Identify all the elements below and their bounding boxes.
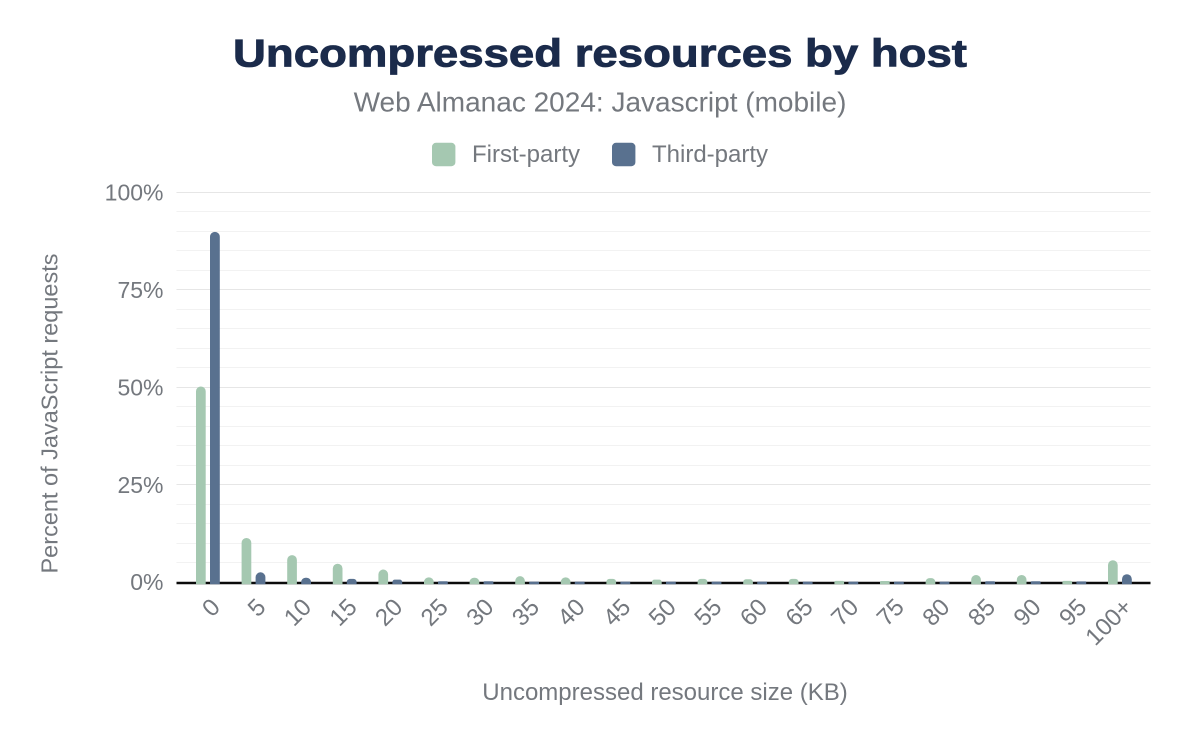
- svg-text:75%: 75%: [117, 277, 163, 303]
- svg-text:First-party: First-party: [472, 141, 580, 168]
- svg-text:100%: 100%: [105, 180, 164, 206]
- svg-text:Percent of JavaScript requests: Percent of JavaScript requests: [37, 253, 63, 573]
- svg-text:Third-party: Third-party: [652, 141, 768, 168]
- svg-text:25%: 25%: [117, 472, 163, 498]
- svg-text:0%: 0%: [130, 569, 163, 595]
- svg-text:50%: 50%: [117, 374, 163, 400]
- svg-text:Web Almanac 2024: Javascript (: Web Almanac 2024: Javascript (mobile): [354, 87, 847, 118]
- svg-text:Uncompressed resources by host: Uncompressed resources by host: [233, 31, 967, 74]
- svg-text:Uncompressed resource size (KB: Uncompressed resource size (KB): [482, 679, 847, 706]
